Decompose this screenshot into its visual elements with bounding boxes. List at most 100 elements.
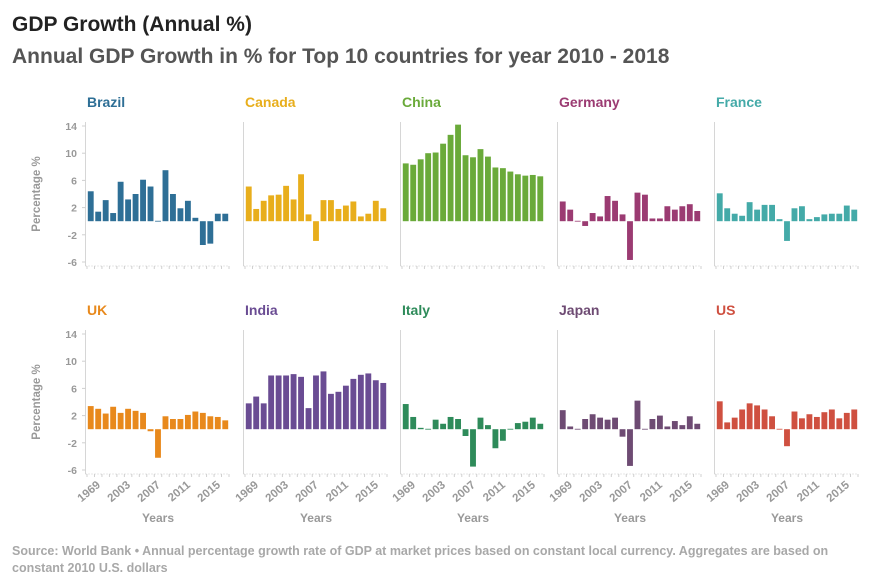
- y-tick-label: -2: [68, 438, 77, 450]
- bar-china: [507, 171, 514, 222]
- y-tick-label: 14: [65, 329, 77, 341]
- bar-uk: [95, 408, 102, 430]
- bar-france: [784, 221, 790, 241]
- bar-italy: [402, 404, 409, 430]
- bar-uk: [155, 429, 161, 458]
- x-tick-label: 1969: [391, 479, 418, 505]
- bar-brazil: [140, 179, 146, 222]
- x-tick-label: 2007: [451, 479, 478, 505]
- source-note: Source: World Bank • Annual percentage g…: [12, 544, 829, 575]
- bar-china: [432, 152, 439, 222]
- bar-france: [791, 208, 798, 222]
- bar-canada: [313, 221, 319, 241]
- x-tick-label: 2015: [354, 479, 382, 505]
- y-tick-label: 2: [71, 411, 77, 423]
- bar-germany: [574, 220, 581, 222]
- bar-uk: [140, 412, 146, 430]
- bar-us: [821, 412, 828, 430]
- bar-italy: [529, 417, 536, 430]
- x-axis-label: Years: [300, 511, 332, 525]
- bar-brazil: [207, 221, 214, 244]
- bar-italy: [470, 429, 476, 467]
- bar-japan: [627, 429, 633, 466]
- bar-china: [499, 168, 506, 222]
- bar-canada: [380, 208, 387, 222]
- x-tick-label: 2003: [421, 479, 448, 505]
- bar-india: [372, 380, 379, 430]
- bar-us: [769, 416, 775, 430]
- bar-us: [724, 422, 731, 430]
- bar-germany: [664, 206, 671, 222]
- bar-china: [477, 149, 484, 222]
- panel-title-brazil: Brazil: [87, 94, 125, 110]
- y-tick-label: 6: [71, 383, 77, 395]
- bar-germany: [612, 200, 618, 222]
- bar-india: [313, 375, 319, 430]
- x-tick-label: 2003: [578, 479, 605, 505]
- bar-india: [305, 408, 312, 430]
- bar-japan: [656, 415, 663, 430]
- bar-brazil: [147, 186, 154, 222]
- y-tick-label: -6: [68, 257, 77, 269]
- bar-france: [761, 204, 768, 222]
- bar-india: [320, 371, 327, 430]
- x-axis-label: Years: [142, 511, 174, 525]
- bar-india: [342, 385, 349, 430]
- chart-subtitle: Annual GDP Growth in % for Top 10 countr…: [12, 45, 670, 68]
- bar-germany: [627, 221, 633, 260]
- bar-france: [851, 209, 858, 222]
- bar-us: [806, 414, 813, 430]
- bar-italy: [537, 423, 544, 430]
- bar-india: [335, 391, 342, 430]
- bar-canada: [328, 200, 334, 222]
- panel-title-us: US: [716, 302, 735, 318]
- bar-us: [746, 403, 753, 430]
- bar-brazil: [155, 220, 161, 222]
- bar-canada: [290, 199, 297, 222]
- x-axis-label: Years: [457, 511, 489, 525]
- bar-japan: [649, 419, 656, 430]
- x-tick-label: 1969: [548, 479, 575, 505]
- bar-germany: [619, 214, 626, 222]
- bar-italy: [492, 429, 499, 449]
- bar-france: [746, 202, 753, 222]
- x-tick-label: 2011: [795, 479, 822, 505]
- bar-brazil: [214, 213, 221, 222]
- panel-title-japan: Japan: [559, 302, 599, 318]
- bar-japan: [619, 429, 626, 437]
- bar-china: [410, 164, 417, 222]
- bar-uk: [207, 416, 214, 430]
- panel-title-china: China: [402, 94, 441, 110]
- bar-italy: [410, 416, 417, 430]
- bar-china: [514, 174, 521, 222]
- y-tick-label: 10: [65, 356, 77, 368]
- bar-france: [769, 204, 775, 222]
- bar-germany: [589, 213, 596, 222]
- x-tick-label: 2015: [196, 479, 224, 505]
- bar-india: [245, 403, 252, 430]
- y-tick-label: -2: [68, 230, 77, 242]
- y-tick-label: 14: [65, 121, 77, 133]
- bar-us: [716, 401, 723, 430]
- panel-title-france: France: [716, 94, 762, 110]
- bar-us: [754, 405, 761, 430]
- y-tick-label: -6: [68, 465, 77, 477]
- y-tick-label: 6: [71, 175, 77, 187]
- bar-uk: [162, 416, 169, 430]
- bar-uk: [110, 406, 117, 430]
- bar-japan: [589, 414, 596, 430]
- bar-germany: [694, 211, 701, 222]
- bar-brazil: [117, 181, 124, 222]
- bar-canada: [365, 213, 372, 222]
- bar-germany: [634, 192, 641, 222]
- bar-brazil: [170, 194, 176, 222]
- bar-japan: [582, 419, 589, 430]
- bar-france: [731, 213, 738, 222]
- bar-germany: [649, 218, 656, 222]
- bar-india: [260, 403, 267, 430]
- bar-france: [724, 208, 731, 222]
- bar-india: [268, 375, 275, 430]
- bar-italy: [417, 427, 424, 430]
- bar-us: [761, 409, 768, 430]
- x-tick-label: 2011: [481, 479, 508, 505]
